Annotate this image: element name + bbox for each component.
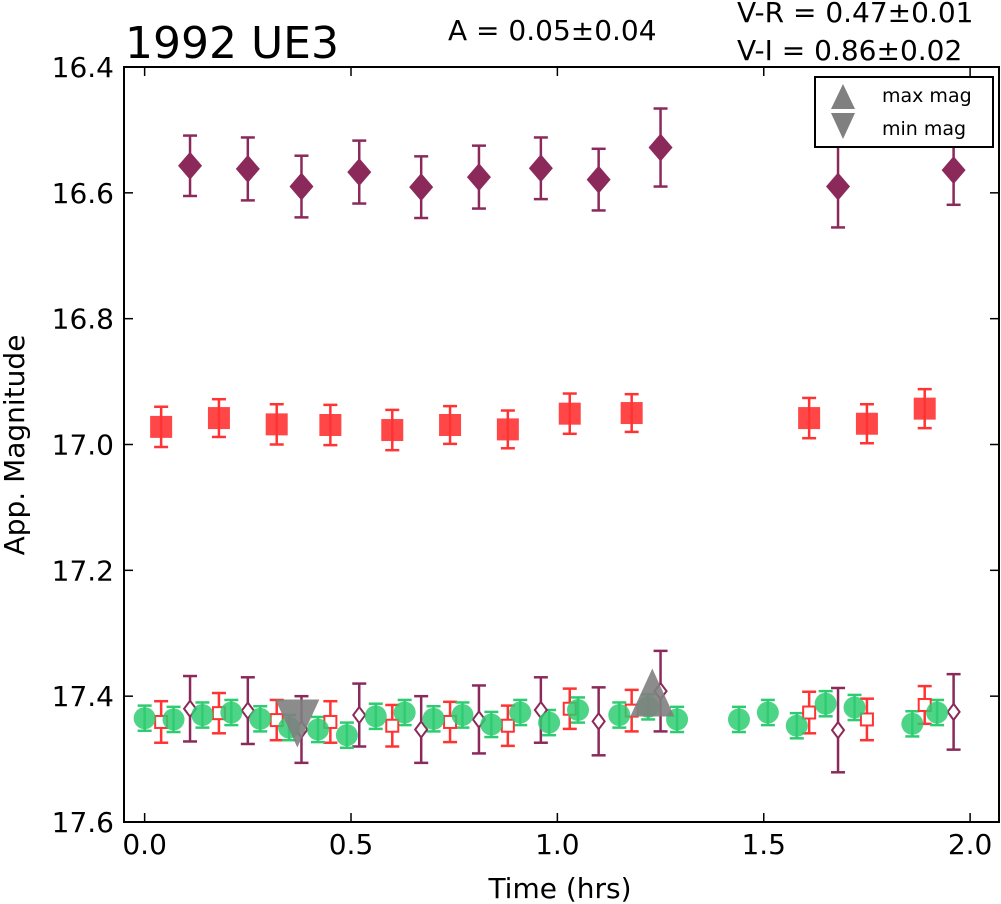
data-point-circle-filled — [814, 692, 837, 715]
extrema-markers — [275, 668, 675, 748]
max-mag-marker — [630, 668, 675, 717]
data-point-circle-filled — [538, 711, 561, 734]
legend-min-mag-marker — [831, 113, 855, 139]
data-point-circle-filled — [926, 701, 949, 724]
y-tick-label: 17.2 — [52, 554, 114, 587]
data-point-diamond-filled — [648, 133, 673, 162]
amplitude-annotation: A = 0.05±0.04 — [448, 14, 657, 47]
data-point-circle-filled — [162, 708, 185, 731]
legend-max-mag-label: max mag — [882, 85, 972, 107]
y-tick-label: 17.4 — [52, 680, 114, 713]
chart-title: 1992 UE3 — [125, 18, 339, 69]
data-point-diamond-filled — [528, 154, 553, 183]
data-point-circle-filled — [364, 705, 387, 728]
data-point-circle-filled — [220, 701, 243, 724]
vr-color-annotation: V-R = 0.47±0.01 — [737, 0, 973, 29]
data-point-diamond-open — [591, 711, 606, 731]
data-point-square-open — [802, 705, 817, 720]
x-tick-label: 1.5 — [741, 828, 786, 861]
x-axis-label: Time (hrs) — [487, 872, 631, 904]
y-axis-label: App. Magnitude — [0, 335, 31, 556]
data-point-diamond-open — [830, 720, 846, 740]
data-points — [133, 133, 966, 747]
x-tick-label: 2.0 — [948, 828, 993, 861]
y-tick-label: 16.8 — [52, 303, 114, 336]
data-point-circle-filled — [422, 707, 445, 730]
legend-min-mag-label: min mag — [882, 118, 966, 140]
data-point-square-filled — [150, 415, 173, 438]
data-point-square-open — [500, 718, 515, 733]
data-point-square-filled — [913, 397, 936, 420]
data-point-diamond-filled — [466, 163, 491, 192]
data-point-square-open — [385, 718, 400, 733]
data-point-square-filled — [207, 407, 230, 430]
data-point-diamond-filled — [409, 173, 434, 202]
data-point-square-filled — [265, 413, 288, 436]
data-point-square-filled — [798, 407, 821, 430]
data-point-square-filled — [496, 418, 519, 441]
data-point-circle-filled — [567, 699, 590, 722]
y-tick-label: 16.6 — [52, 177, 114, 210]
data-point-circle-filled — [133, 707, 156, 730]
data-point-diamond-filled — [941, 156, 966, 185]
data-point-diamond-filled — [347, 158, 372, 187]
data-point-circle-filled — [480, 713, 503, 736]
data-point-diamond-filled — [289, 172, 314, 201]
data-point-circle-filled — [335, 724, 358, 747]
y-tick-label: 16.4 — [52, 51, 114, 84]
data-point-square-filled — [439, 413, 462, 436]
x-tick-label: 0.5 — [329, 828, 374, 861]
plot-frame — [123, 66, 1000, 823]
data-point-circle-filled — [393, 701, 416, 724]
data-point-circle-filled — [608, 704, 631, 727]
vi-color-annotation: V-I = 0.86±0.02 — [737, 34, 962, 67]
data-point-circle-filled — [451, 704, 474, 727]
min-mag-marker — [275, 699, 320, 748]
data-point-circle-filled — [843, 696, 866, 719]
legend-max-mag-marker — [831, 84, 855, 109]
data-point-circle-filled — [306, 718, 329, 741]
data-point-circle-filled — [249, 707, 272, 730]
data-point-square-filled — [319, 413, 342, 436]
data-point-square-filled — [558, 402, 581, 425]
data-point-circle-filled — [509, 701, 532, 724]
data-point-diamond-open — [352, 705, 367, 725]
data-point-circle-filled — [785, 714, 808, 737]
data-point-diamond-open — [413, 719, 429, 740]
data-point-circle-filled — [191, 704, 214, 727]
data-point-square-filled — [855, 412, 878, 435]
data-point-circle-filled — [727, 708, 750, 731]
data-point-diamond-filled — [826, 172, 851, 201]
y-tick-label: 17.0 — [52, 429, 114, 462]
legend: max mag min mag — [814, 76, 994, 148]
x-tick-label: 1.0 — [535, 828, 580, 861]
data-point-diamond-filled — [586, 165, 611, 194]
data-point-circle-filled — [756, 701, 779, 724]
data-point-diamond-open — [946, 702, 961, 722]
data-point-square-filled — [620, 402, 643, 425]
data-point-diamond-filled — [178, 151, 203, 180]
x-tick-label: 0.0 — [122, 828, 167, 861]
data-point-square-filled — [381, 419, 404, 442]
data-point-circle-filled — [901, 712, 924, 735]
data-point-diamond-filled — [235, 154, 260, 183]
axis-ticks: 0.0 0.5 1.0 1.5 2.0 16.4 16.6 16.8 17.0 17.2 17.4 1… — [52, 51, 999, 861]
data-point-square-open — [859, 712, 874, 727]
y-tick-label: 17.6 — [52, 806, 114, 839]
